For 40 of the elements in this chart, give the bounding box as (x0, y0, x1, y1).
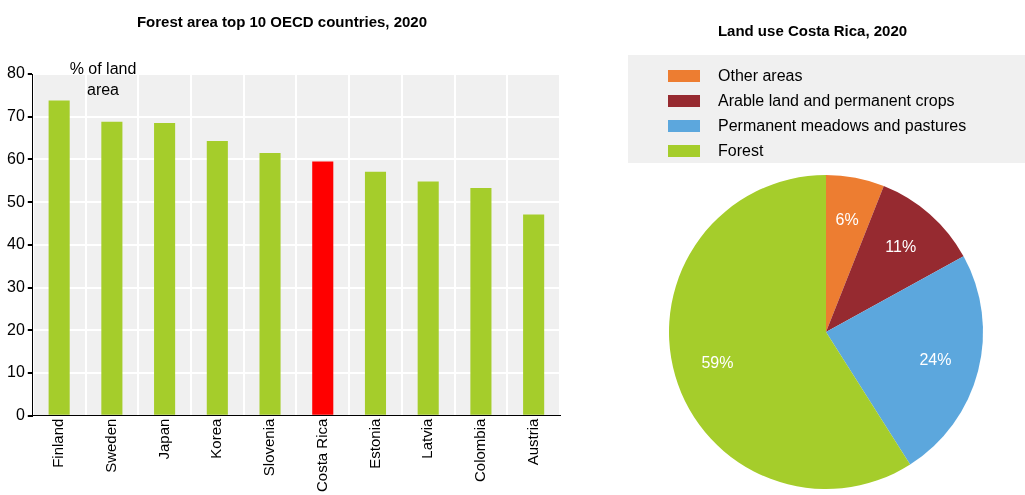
legend-label: Forest (718, 141, 764, 160)
bar (101, 121, 123, 415)
x-tick-label: Japan (154, 418, 172, 460)
x-tick-label: Austria (523, 417, 541, 466)
y-tick-label: 40 (7, 235, 25, 253)
y-tick-label: 10 (7, 363, 25, 381)
bar (364, 171, 387, 415)
legend-label: Arable land and permanent crops (718, 91, 955, 110)
x-tick-label: Estonia (365, 418, 383, 469)
x-tick-label: Colombia (471, 418, 489, 483)
y-tick-label: 50 (7, 192, 25, 210)
legend-label: Other areas (718, 66, 803, 85)
y-tick-label: 20 (7, 320, 25, 338)
data-label: 11% (885, 237, 917, 255)
x-tick-label: Slovenia (260, 417, 278, 477)
chart-title: Land use Costa Rica, 2020 (716, 22, 909, 39)
y-tick-label: 80 (7, 64, 25, 82)
data-label: 59% (701, 353, 734, 371)
x-tick-label: Korea (207, 417, 225, 459)
chart-title: Forest area top 10 OECD countries, 2020 (136, 13, 428, 31)
bar (470, 188, 492, 415)
bar (48, 100, 70, 415)
x-tick-label: Costa Rica (312, 417, 330, 492)
legend-label: Permanent meadows and pastures (718, 116, 967, 135)
bar (312, 161, 334, 415)
bar (523, 214, 545, 415)
y-tick-label: 30 (7, 277, 25, 295)
x-tick-label: Latvia (418, 417, 436, 459)
x-tick-label: Sweden (102, 418, 120, 473)
y-tick-label: 70 (7, 107, 25, 125)
data-label: 6% (835, 211, 859, 229)
bar (154, 123, 176, 415)
bar (259, 153, 281, 415)
data-label: 24% (919, 350, 952, 368)
y-axis-title: % of land area (68, 59, 138, 100)
x-tick-label: Finland (49, 418, 67, 468)
bar (417, 181, 439, 415)
y-tick-label: 0 (15, 406, 25, 424)
bar (206, 141, 228, 415)
y-tick-label: 60 (7, 149, 25, 167)
